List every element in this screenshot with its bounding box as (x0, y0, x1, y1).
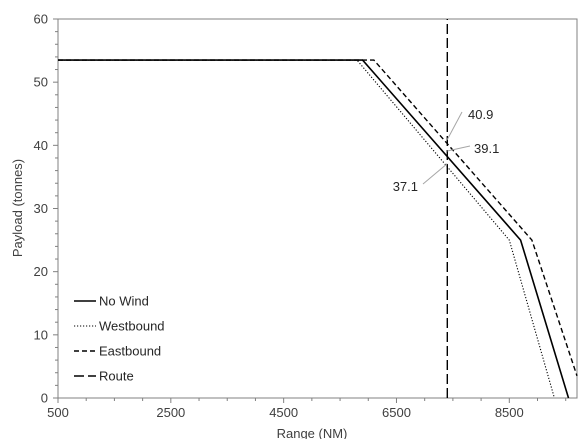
y-tick-label: 60 (34, 12, 48, 27)
series-lines (58, 19, 578, 399)
annotation-label: 40.9 (468, 107, 493, 122)
annotation-label: 37.1 (393, 179, 418, 194)
y-tick-label: 50 (34, 75, 48, 90)
x-tick-label: 500 (47, 405, 69, 420)
annotation-leader (447, 145, 471, 152)
y-tick-label: 0 (41, 391, 48, 406)
annotation-leader (446, 111, 463, 140)
tick-marks (53, 18, 567, 403)
y-tick-label: 30 (34, 201, 48, 216)
x-axis-title: Range (NM) (277, 426, 348, 439)
legend-label: Eastbound (99, 344, 161, 359)
axes (57, 18, 578, 399)
annotation-leader (422, 163, 448, 185)
plot-frame (57, 18, 578, 399)
y-axis-title: Payload (tonnes) (10, 159, 25, 257)
x-tick-label: 8500 (495, 405, 524, 420)
legend-label: No Wind (99, 294, 149, 309)
annotation-label: 39.1 (474, 141, 499, 156)
legend-label: Route (99, 369, 134, 384)
y-tick-label: 40 (34, 138, 48, 153)
y-tick-label: 20 (34, 264, 48, 279)
legend: No Wind Westbound Eastbound Route (74, 294, 165, 384)
annotations: 40.9 39.1 37.1 (393, 107, 500, 194)
x-tick-label: 6500 (382, 405, 411, 420)
x-tick-label: 2500 (156, 405, 185, 420)
legend-label: Westbound (99, 319, 165, 334)
x-tick-label: 4500 (269, 405, 298, 420)
tick-labels: 0 10 20 30 40 50 60 500 2500 4500 6500 8500 (34, 12, 524, 421)
y-tick-label: 10 (34, 327, 48, 342)
